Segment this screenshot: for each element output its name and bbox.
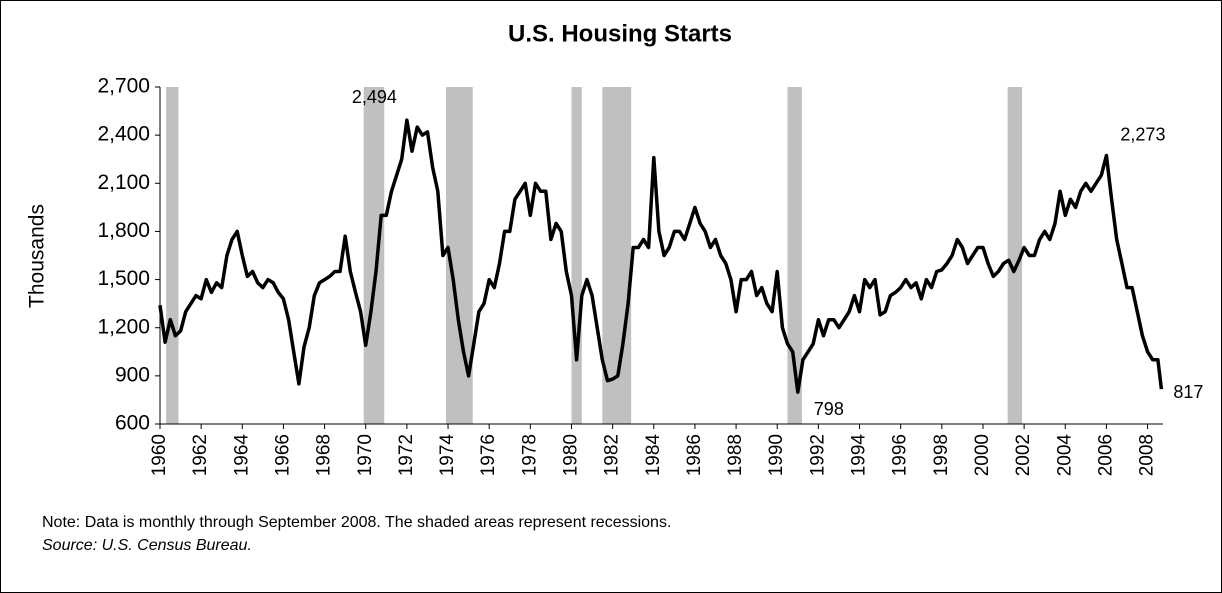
y-tick-label: 900 — [115, 363, 150, 386]
recession-band — [363, 87, 385, 424]
y-tick-label: 1,500 — [97, 267, 150, 290]
x-tick-label: 1988 — [725, 434, 746, 476]
x-tick-label: 1994 — [849, 434, 870, 477]
x-tick-label: 1992 — [807, 434, 828, 476]
recession-band — [602, 87, 632, 424]
x-tick-label: 1964 — [231, 434, 252, 477]
y-axis-label: Thousands — [26, 204, 49, 308]
x-tick-label: 1980 — [561, 434, 582, 476]
x-tick-label: 2004 — [1054, 434, 1075, 477]
x-tick-label: 2002 — [1013, 434, 1034, 476]
x-tick-label: 2000 — [972, 434, 993, 476]
x-tick-label: 1986 — [684, 434, 705, 476]
y-tick-label: 2,700 — [97, 75, 150, 98]
x-tick-label: 2006 — [1095, 434, 1116, 476]
x-tick-label: 1976 — [478, 434, 499, 476]
chart-title: U.S. Housing Starts — [508, 20, 732, 47]
y-tick-label: 2,400 — [97, 123, 150, 146]
recession-band — [571, 87, 582, 424]
x-tick-label: 2008 — [1137, 434, 1158, 476]
annotation: 2,273 — [1120, 124, 1165, 144]
x-tick-label: 1996 — [890, 434, 911, 476]
x-tick-label: 1960 — [149, 434, 170, 476]
x-tick-label: 1970 — [355, 434, 376, 476]
x-tick-label: 1974 — [437, 434, 458, 477]
x-tick-label: 1966 — [272, 434, 293, 476]
recession-band — [787, 87, 802, 424]
y-tick-label: 1,200 — [97, 315, 150, 338]
recession-band — [1007, 87, 1023, 424]
x-tick-label: 1962 — [190, 434, 211, 476]
annotation: 2,494 — [352, 87, 397, 107]
x-tick-label: 1968 — [314, 434, 335, 476]
x-tick-label: 1972 — [396, 434, 417, 476]
annotation: 798 — [814, 399, 844, 419]
note: Note: Data is monthly through September … — [42, 514, 671, 531]
x-tick-label: 1990 — [766, 434, 787, 476]
y-tick-label: 2,100 — [97, 171, 150, 194]
x-tick-label: 1998 — [931, 434, 952, 476]
y-tick-label: 1,800 — [97, 219, 150, 242]
series-line — [158, 118, 1164, 394]
annotation: 817 — [1173, 382, 1203, 402]
source: Source: U.S. Census Bureau. — [42, 537, 252, 554]
x-tick-label: 1982 — [602, 434, 623, 476]
recession-band — [166, 87, 179, 424]
x-tick-label: 1978 — [519, 434, 540, 476]
y-tick-label: 600 — [115, 412, 150, 435]
x-tick-label: 1984 — [643, 434, 664, 477]
